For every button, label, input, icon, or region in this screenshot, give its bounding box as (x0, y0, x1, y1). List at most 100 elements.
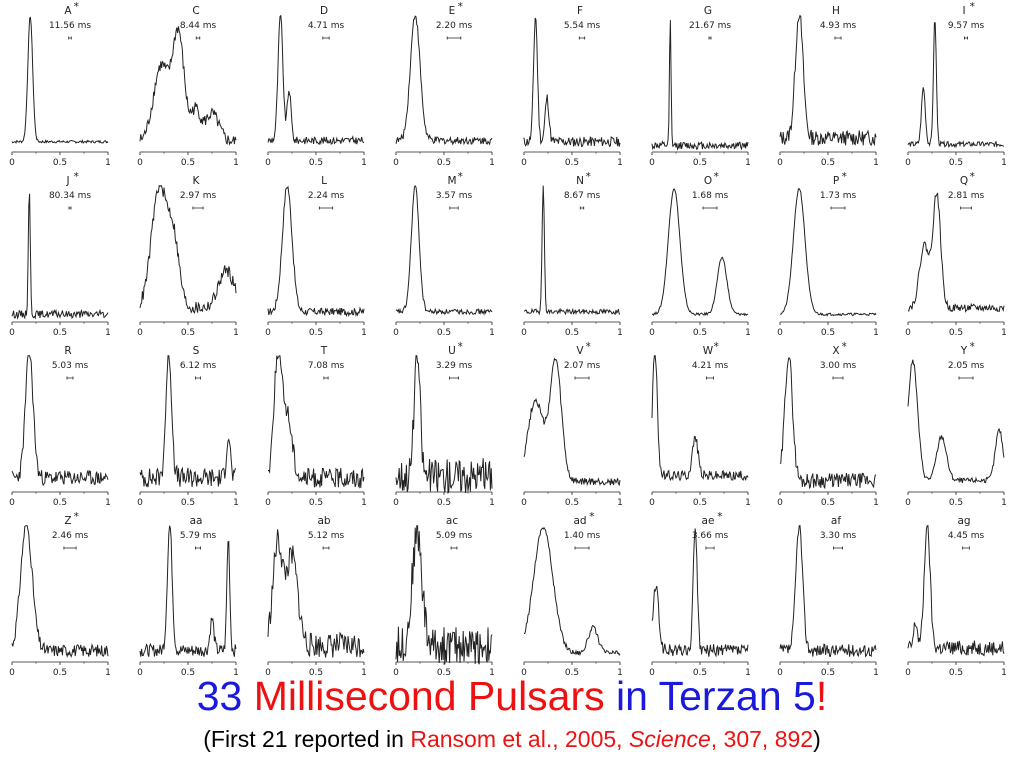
spin-period-label: 2.07 ms (564, 361, 601, 371)
x-tick-label: 0.5 (693, 328, 707, 338)
recycled-star-marker: * (586, 171, 591, 183)
x-tick-label: 0.5 (693, 498, 707, 508)
title-part: in (604, 673, 659, 719)
x-tick-label: 1 (105, 668, 111, 678)
spin-period-label: 2.24 ms (308, 191, 345, 201)
pulse-profile-line (139, 525, 237, 657)
spin-period-label: 8.67 ms (564, 191, 601, 201)
x-tick-label: 1 (233, 328, 239, 338)
pulse-profile-plot: ad * 1.40 ms 0 0.5 1 (521, 511, 623, 678)
time-resolution-bar (449, 206, 459, 210)
x-tick-label: 1 (745, 158, 751, 168)
pulsar-label: E (449, 5, 456, 17)
time-resolution-bar (66, 376, 74, 380)
recycled-star-marker: * (589, 511, 594, 523)
pulse-profile-plot: U * 3.29 ms 0 0.5 1 (393, 341, 495, 508)
x-tick-label: 0.5 (821, 158, 835, 168)
x-tick-label: 0.5 (53, 158, 67, 168)
pulse-profile-line (267, 529, 365, 658)
time-resolution-bar (830, 206, 846, 210)
subtitle-part: , 307, 892 (710, 726, 814, 752)
x-tick-label: 1 (361, 668, 367, 678)
pulse-profile-line (651, 355, 749, 482)
x-tick-label: 1 (233, 158, 239, 168)
x-tick-label: 1 (745, 328, 751, 338)
x-tick-label: 0.5 (693, 668, 707, 678)
pulse-profile-plot: af 3.30 ms 0 0.5 1 (777, 515, 879, 678)
pulsar-label: I (962, 5, 965, 17)
x-tick-label: 0.5 (949, 668, 963, 678)
x-tick-label: 0 (905, 498, 911, 508)
pulsar-panel: ac 5.09 ms 0 0.5 1 (384, 510, 512, 680)
x-tick-label: 1 (489, 668, 495, 678)
recycled-star-marker: * (458, 171, 463, 183)
time-resolution-bar (574, 546, 590, 550)
x-tick-label: 1 (105, 498, 111, 508)
x-tick-label: 1 (489, 328, 495, 338)
x-tick-label: 0 (905, 668, 911, 678)
pulse-profile-plot: R 5.03 ms 0 0.5 1 (9, 345, 111, 508)
x-tick-label: 0 (9, 668, 15, 678)
pulsar-label: ad (573, 515, 586, 527)
pulse-profile-plot: L 2.24 ms 0 0.5 1 (265, 175, 367, 338)
pulsar-label: N (576, 175, 584, 187)
recycled-star-marker: * (458, 1, 463, 13)
pulsar-label: P (833, 175, 839, 187)
recycled-star-marker: * (842, 341, 847, 353)
pulsar-panel: J * 80.34 ms 0 0.5 1 (0, 170, 128, 340)
pulse-profile-line (11, 355, 109, 487)
x-tick-label: 1 (233, 498, 239, 508)
pulsar-label: U (448, 345, 456, 357)
pulse-profile-line (523, 17, 621, 148)
title-part: Millisecond Pulsars (253, 673, 605, 719)
x-tick-label: 1 (873, 668, 879, 678)
x-tick-label: 0.5 (693, 158, 707, 168)
pulsar-label: ab (317, 515, 330, 527)
x-tick-label: 1 (745, 498, 751, 508)
pulsar-label: ac (446, 515, 458, 527)
spin-period-label: 11.56 ms (49, 21, 91, 31)
pulsar-panel: I * 9.57 ms 0 0.5 1 (896, 0, 1024, 170)
recycled-star-marker: * (970, 341, 975, 353)
pulse-profile-line (11, 16, 109, 144)
pulsar-label: F (577, 5, 583, 17)
pulsar-label: J (65, 175, 69, 187)
pulse-profile-plot: I * 9.57 ms 0 0.5 1 (905, 1, 1007, 168)
pulse-profile-line (11, 525, 109, 658)
x-tick-label: 0.5 (565, 668, 579, 678)
x-tick-label: 0 (521, 668, 527, 678)
pulse-profile-plot: D 4.71 ms 0 0.5 1 (265, 5, 367, 168)
x-tick-label: 1 (617, 668, 623, 678)
pulse-profile-line (523, 185, 620, 316)
x-tick-label: 0.5 (949, 328, 963, 338)
time-resolution-bar (450, 546, 458, 550)
time-resolution-bar (958, 376, 974, 380)
pulsar-label: C (192, 5, 199, 17)
time-resolution-bar (708, 36, 712, 40)
x-tick-label: 0 (521, 498, 527, 508)
title-part: 33 (196, 673, 254, 719)
time-resolution-bar (195, 546, 201, 550)
time-resolution-bar (964, 36, 968, 40)
pulsar-panel: O * 1.68 ms 0 0.5 1 (640, 170, 768, 340)
pulsar-label: aa (190, 515, 203, 527)
x-tick-label: 0 (393, 328, 399, 338)
spin-period-label: 9.57 ms (948, 21, 985, 31)
x-tick-label: 0.5 (565, 328, 579, 338)
pulsar-panel: P * 1.73 ms 0 0.5 1 (768, 170, 896, 340)
spin-period-label: 5.03 ms (52, 361, 89, 371)
pulse-profile-line (395, 184, 493, 316)
x-tick-label: 0 (9, 328, 15, 338)
x-tick-label: 1 (361, 328, 367, 338)
pulse-profile-plot: H 4.93 ms 0 0.5 1 (777, 5, 879, 168)
x-tick-label: 1 (873, 498, 879, 508)
pulsar-panel: Y * 2.05 ms 0 0.5 1 (896, 340, 1024, 510)
pulsar-panel: U * 3.29 ms 0 0.5 1 (384, 340, 512, 510)
pulse-profile-plot: A * 11.56 ms 0 0.5 1 (9, 1, 111, 168)
x-tick-label: 1 (873, 158, 879, 168)
time-resolution-bar (962, 546, 970, 550)
pulse-profile-line (11, 193, 109, 320)
time-resolution-bar (449, 376, 459, 380)
subtitle-part: (First 21 reported in (203, 726, 411, 752)
x-tick-label: 0 (521, 158, 527, 168)
